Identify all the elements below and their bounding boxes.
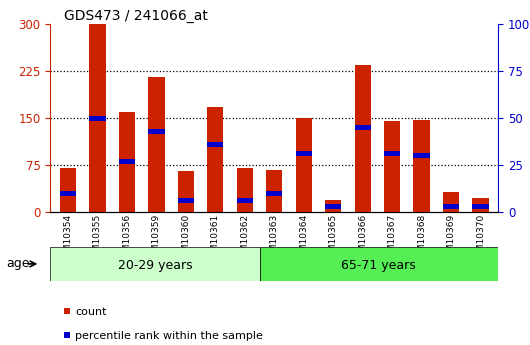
Text: GSM10362: GSM10362 [240,214,249,263]
Text: 20-29 years: 20-29 years [118,259,192,272]
Text: GSM10368: GSM10368 [417,214,426,263]
Bar [443,204,459,209]
Text: GSM10355: GSM10355 [93,214,102,263]
Bar [384,121,400,212]
Text: GSM10367: GSM10367 [387,214,396,263]
Bar [90,24,105,212]
Bar [355,65,371,212]
Text: GSM10370: GSM10370 [476,214,485,263]
Text: GSM10361: GSM10361 [211,214,220,263]
Bar [119,159,135,164]
Text: 65-71 years: 65-71 years [341,259,416,272]
Bar [266,169,282,212]
Text: percentile rank within the sample: percentile rank within the sample [75,332,263,341]
Bar [325,200,341,212]
Bar [296,118,312,212]
Bar [178,198,194,204]
Text: GDS473 / 241066_at: GDS473 / 241066_at [64,9,207,23]
Bar [413,153,430,158]
Bar [60,191,76,196]
Text: GSM10363: GSM10363 [270,214,279,263]
Bar [413,120,430,212]
Bar [50,247,260,281]
Bar [296,151,312,156]
Bar [237,198,253,204]
Bar [443,192,459,212]
Text: GSM10364: GSM10364 [299,214,308,263]
Bar [207,107,224,212]
Bar [355,125,371,130]
Bar [207,142,224,147]
Bar [266,191,282,196]
Bar [325,204,341,209]
Text: count: count [75,307,107,317]
Text: GSM10366: GSM10366 [358,214,367,263]
Bar [178,171,194,212]
Bar [472,204,489,209]
Bar [237,168,253,212]
Text: age: age [6,257,29,270]
Bar [148,129,164,134]
Bar [260,247,498,281]
Bar [60,168,76,212]
Bar [472,198,489,212]
Text: GSM10356: GSM10356 [122,214,131,263]
Text: GSM10369: GSM10369 [447,214,456,263]
Text: GSM10365: GSM10365 [329,214,338,263]
Bar [119,112,135,212]
Text: GSM10360: GSM10360 [181,214,190,263]
Bar [384,151,400,156]
Text: GSM10354: GSM10354 [64,214,73,263]
Text: GSM10359: GSM10359 [152,214,161,263]
Bar [148,77,164,212]
Bar [90,116,105,121]
